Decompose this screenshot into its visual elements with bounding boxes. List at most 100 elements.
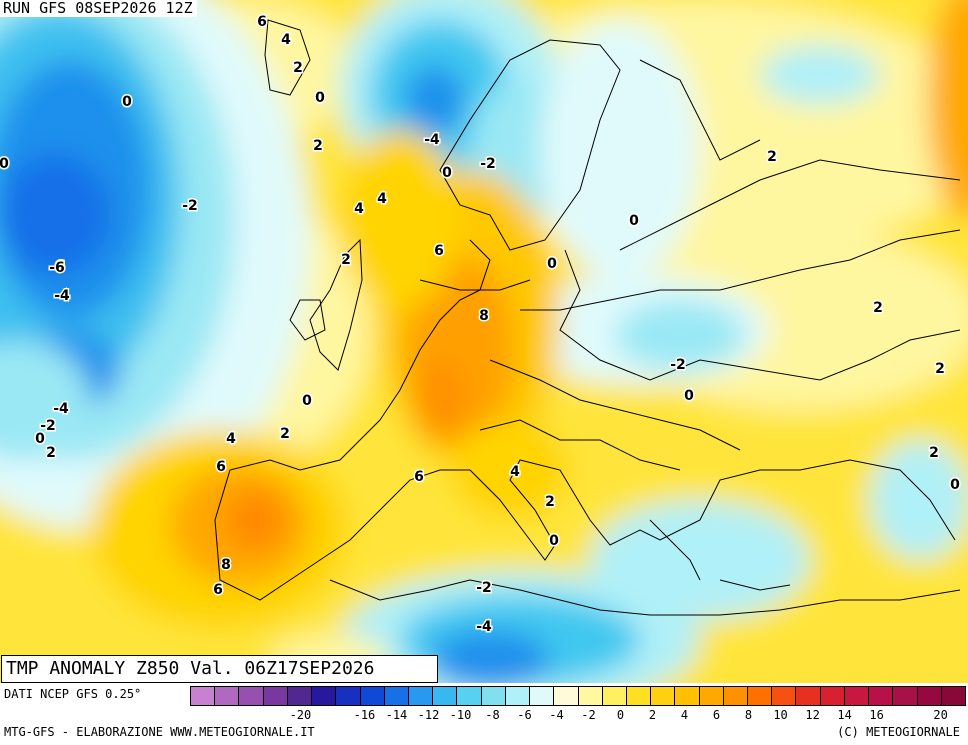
color-scale-tick: 16: [869, 708, 884, 722]
color-scale-tick: 4: [680, 708, 689, 722]
color-swatch: [893, 687, 918, 705]
color-scale-tick: -20: [289, 708, 312, 722]
color-swatch: [530, 687, 555, 705]
contour-label: 2: [929, 445, 939, 461]
contour-label: 4: [226, 431, 236, 447]
contour-label: 4: [510, 464, 520, 480]
color-scale-tick: 14: [837, 708, 852, 722]
color-scale-tick: -14: [385, 708, 408, 722]
color-swatch: [941, 687, 965, 705]
contour-label: 8: [479, 308, 489, 324]
contour-label: 6: [55, 259, 65, 275]
color-scale-tick: -8: [485, 708, 500, 722]
color-swatch: [263, 687, 288, 705]
color-swatch: [844, 687, 870, 705]
color-swatch: [312, 687, 337, 705]
contour-label: 0: [35, 431, 45, 447]
footer: DATI NCEP GFS 0.25° -20 -16 -14 -12 -10 -8 -6-…: [0, 683, 968, 745]
color-scale-tick: -10: [449, 708, 472, 722]
contour-label: 0: [549, 533, 559, 549]
color-scale-ticks: -20 -16 -14 -12 -10 -8 -6 -4 -2 0 2 4 6 8 10 12 14 16 20: [190, 708, 966, 724]
contour-label: 2: [767, 149, 777, 165]
contour-label: -2: [182, 198, 198, 214]
color-scale-tick: -16: [353, 708, 376, 722]
data-source-label: DATI NCEP GFS 0.25°: [4, 687, 142, 701]
contour-label: -2: [480, 156, 496, 172]
color-swatch: [287, 687, 313, 705]
contour-label: 0: [950, 477, 960, 493]
credits-left: MTG-GFS - ELABORAZIONE WWW.METEOGIORNALE…: [4, 725, 315, 739]
color-swatch: [408, 687, 434, 705]
color-swatch: [820, 687, 845, 705]
color-swatch: [748, 687, 773, 705]
contour-label: 0: [302, 393, 312, 409]
contour-label: 0: [0, 156, 9, 172]
run-title: RUN GFS 08SEP2026 12Z: [0, 0, 197, 17]
contour-label: 2: [935, 361, 945, 377]
color-swatch: [215, 687, 240, 705]
color-swatch: [505, 687, 531, 705]
contour-label: 2: [873, 300, 883, 316]
contour-label: -2: [476, 580, 492, 596]
color-swatch: [796, 687, 821, 705]
color-swatch: [191, 687, 216, 705]
contour-label: 2: [293, 60, 303, 76]
color-swatch: [651, 687, 676, 705]
contour-label: 6: [216, 459, 226, 475]
color-swatch: [457, 687, 482, 705]
color-swatch: [917, 687, 942, 705]
color-swatch: [869, 687, 894, 705]
color-scale-bar: [190, 686, 966, 706]
contour-label: 2: [46, 445, 56, 461]
color-scale-tick: 6: [712, 708, 721, 722]
contour-label: 6: [257, 14, 267, 30]
coastlines: [214, 19, 961, 616]
contour-label: -2: [670, 357, 686, 373]
contour-label: 2: [313, 138, 323, 154]
contour-label: 8: [221, 557, 231, 573]
contour-label: 4: [354, 201, 364, 217]
color-scale-tick: -6: [517, 708, 532, 722]
color-swatch: [675, 687, 700, 705]
contour-label: 0: [122, 94, 132, 110]
contour-label: 0: [629, 213, 639, 229]
color-scale-tick: -12: [417, 708, 440, 722]
contour-label: -2: [40, 418, 56, 434]
contour-label: 6: [213, 582, 223, 598]
color-swatch: [554, 687, 579, 705]
color-scale-tick: 20: [933, 708, 948, 722]
color-swatch: [699, 687, 724, 705]
contour-label: 2: [341, 252, 351, 268]
contour-label: -6: [49, 260, 65, 276]
color-scale-tick: -2: [581, 708, 596, 722]
color-scale-tick: 2: [648, 708, 657, 722]
contour-label: 2: [280, 426, 290, 442]
color-swatch: [578, 687, 603, 705]
contour-label: 6: [434, 243, 444, 259]
contour-label: 4: [281, 32, 291, 48]
color-scale-tick: 0: [616, 708, 625, 722]
contour-label: 0: [684, 388, 694, 404]
color-swatch: [602, 687, 627, 705]
color-swatch: [384, 687, 409, 705]
color-swatch: [239, 687, 264, 705]
color-scale-tick: -4: [549, 708, 564, 722]
color-scale-tick: 10: [773, 708, 788, 722]
color-swatch: [481, 687, 506, 705]
contour-label: 4: [377, 191, 387, 207]
contour-label: -4: [53, 401, 69, 417]
color-swatch: [723, 687, 749, 705]
contour-label: 0: [315, 90, 325, 106]
color-swatch: [336, 687, 361, 705]
color-swatch: [433, 687, 458, 705]
color-swatch: [360, 687, 385, 705]
contour-label: 0: [442, 165, 452, 181]
anomaly-fill: [0, 0, 968, 683]
contour-label: -4: [476, 619, 492, 635]
contour-label: 6: [414, 469, 424, 485]
contour-label: 0: [547, 256, 557, 272]
contour-label: -4: [54, 288, 70, 304]
contour-label: -4: [424, 132, 440, 148]
